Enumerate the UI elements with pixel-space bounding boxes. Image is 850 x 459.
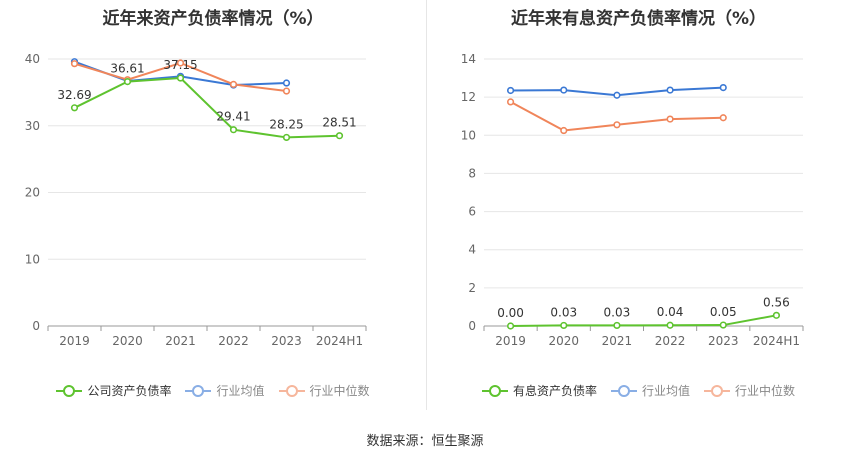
legend-line-marker-icon xyxy=(185,384,212,397)
y-tick-label: 6 xyxy=(468,205,476,219)
x-tick-label: 2020 xyxy=(548,334,579,348)
data-label: 0.04 xyxy=(657,305,684,319)
x-tick-label: 2023 xyxy=(708,334,739,348)
y-tick-label: 14 xyxy=(461,52,476,66)
legend-label: 公司资产负债率 xyxy=(87,384,172,398)
legend-line-marker-icon xyxy=(481,384,508,397)
data-point xyxy=(666,321,674,329)
data-point xyxy=(506,86,515,95)
x-tick-label: 2020 xyxy=(112,334,143,348)
data-point xyxy=(70,104,79,112)
data-point xyxy=(176,74,185,82)
data-point xyxy=(719,321,727,329)
chart-title: 近年来有息资产负债率情况（%） xyxy=(510,9,767,29)
data-label: 28.51 xyxy=(322,116,356,130)
legend-label: 行业中位数 xyxy=(309,384,370,398)
y-tick-label: 12 xyxy=(461,90,476,104)
x-tick-label: 2024H1 xyxy=(316,334,363,348)
data-point xyxy=(229,126,238,134)
data-label: 28.25 xyxy=(269,117,303,131)
series-line xyxy=(74,76,340,139)
right-chart: 近年来有息资产负债率情况（%） 0 2 4 6 8 10 12 14 2019 2020 2021 2… xyxy=(427,0,850,420)
data-label: 36.61 xyxy=(110,62,144,76)
data-point xyxy=(719,114,727,122)
data-point xyxy=(666,115,674,123)
data-point xyxy=(613,321,621,330)
data-point xyxy=(666,86,674,94)
data-point xyxy=(719,84,727,92)
data-point xyxy=(335,132,344,140)
right-chart-plot: 0 2 4 6 8 10 12 14 2019 2020 2021 2022 2023 2024H1 0.0… xyxy=(461,52,804,348)
data-point xyxy=(772,311,781,319)
chart-title: 近年来资产负债率情况（%） xyxy=(102,9,324,29)
x-tick-label: 2024H1 xyxy=(753,334,800,348)
legend-item[interactable]: 行业中位数 xyxy=(278,382,370,399)
x-tick-label: 2021 xyxy=(602,334,633,348)
data-label: 32.69 xyxy=(57,88,91,102)
legend-line-marker-icon xyxy=(278,384,305,397)
y-tick-label: 40 xyxy=(25,52,40,66)
data-label: 37.15 xyxy=(163,58,197,72)
data-label: 0.03 xyxy=(604,305,631,319)
data-point xyxy=(560,321,568,330)
data-point xyxy=(282,87,291,95)
x-tick-label: 2022 xyxy=(218,334,249,348)
y-tick-label: 8 xyxy=(468,166,476,180)
data-label: 0.56 xyxy=(763,295,790,309)
x-tick-label: 2019 xyxy=(495,334,526,348)
legend-line-marker-icon xyxy=(610,384,637,397)
right-chart-legend: 有息资产负债率 行业均值 行业中位数 xyxy=(427,382,850,399)
legend-label: 行业均值 xyxy=(216,384,265,398)
data-point xyxy=(70,60,79,68)
left-chart-plot: 0 10 20 30 40 2019 2020 2021 2022 2023 2024H1 32.69… xyxy=(25,52,367,348)
data-source: 数据来源：恒生聚源 xyxy=(366,434,484,449)
y-tick-label: 30 xyxy=(25,119,40,133)
series-line xyxy=(510,314,777,327)
x-tick-label: 2022 xyxy=(655,334,686,348)
data-point xyxy=(613,121,621,129)
x-tick-label: 2019 xyxy=(59,334,90,348)
legend-label: 行业中位数 xyxy=(735,384,796,398)
y-tick-label: 10 xyxy=(25,252,40,266)
data-point xyxy=(176,59,185,67)
y-tick-label: 20 xyxy=(25,186,40,200)
legend-item[interactable]: 有息资产负债率 xyxy=(481,382,597,399)
data-label: 0.03 xyxy=(550,305,577,319)
data-point xyxy=(229,80,238,88)
data-label: 0.00 xyxy=(497,306,524,320)
y-tick-label: 4 xyxy=(468,243,476,257)
legend-label: 有息资产负债率 xyxy=(512,384,597,398)
chart-divider xyxy=(426,0,427,410)
legend-item[interactable]: 行业均值 xyxy=(610,382,690,399)
data-point xyxy=(506,322,515,330)
data-label: 0.05 xyxy=(710,305,737,319)
data-point xyxy=(506,98,515,106)
data-point xyxy=(282,133,291,142)
y-tick-label: 0 xyxy=(32,319,40,333)
x-tick-label: 2021 xyxy=(165,334,196,348)
data-point xyxy=(123,78,132,86)
data-label: 29.41 xyxy=(216,110,250,124)
y-tick-label: 10 xyxy=(461,128,476,142)
legend-item[interactable]: 行业中位数 xyxy=(704,382,795,399)
y-tick-label: 2 xyxy=(468,281,476,295)
legend-label: 行业均值 xyxy=(641,384,690,398)
x-tick-label: 2023 xyxy=(271,334,302,348)
data-point xyxy=(282,79,291,87)
data-point xyxy=(560,86,568,94)
left-chart: 近年来资产负债率情况（%） 0 10 20 30 40 2019 2020 2021 2022 2… xyxy=(0,0,426,420)
y-tick-label: 0 xyxy=(468,319,476,333)
left-chart-legend: 公司资产负债率 行业均值 行业中位数 xyxy=(0,382,426,399)
data-point xyxy=(560,126,568,135)
legend-item[interactable]: 行业均值 xyxy=(185,382,265,399)
legend-item[interactable]: 公司资产负债率 xyxy=(56,382,171,399)
data-point xyxy=(613,91,621,99)
legend-line-marker-icon xyxy=(56,384,83,397)
legend-line-marker-icon xyxy=(704,384,730,397)
